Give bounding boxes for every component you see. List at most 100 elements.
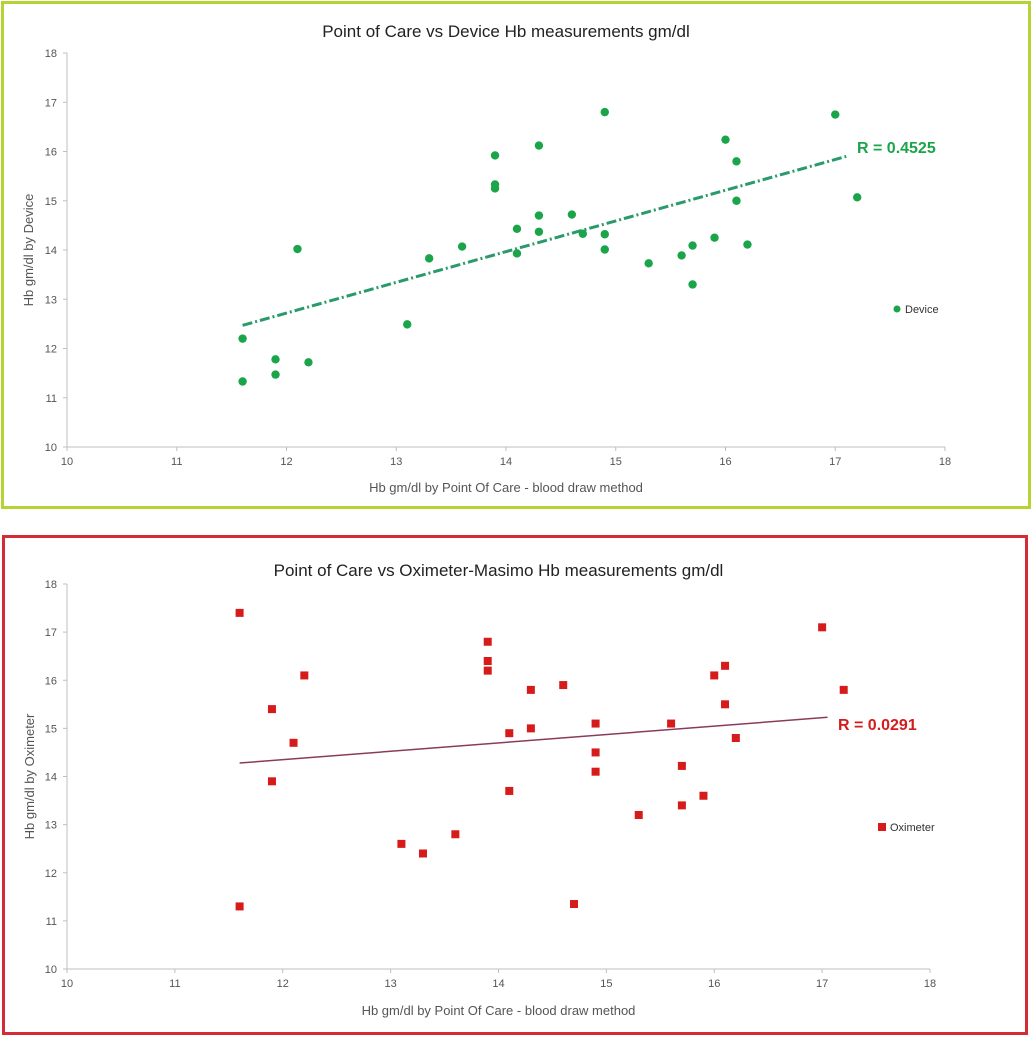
y-tick-label: 18 <box>45 579 57 591</box>
data-point <box>300 671 309 680</box>
data-point <box>591 719 600 728</box>
data-point <box>644 259 653 268</box>
y-tick-label: 14 <box>45 245 57 257</box>
data-point <box>526 685 535 694</box>
data-point <box>526 724 535 733</box>
x-tick-label: 17 <box>816 978 828 990</box>
data-point <box>731 734 740 742</box>
data-point <box>818 623 827 632</box>
data-point <box>721 135 730 144</box>
data-point <box>591 748 600 757</box>
x-tick-label: 16 <box>719 456 731 468</box>
y-tick-label: 15 <box>45 723 57 735</box>
data-point <box>831 110 840 119</box>
x-tick-label: 13 <box>390 456 402 468</box>
data-point <box>710 671 719 680</box>
y-tick-label: 14 <box>45 772 57 784</box>
data-point <box>677 761 686 770</box>
x-tick-label: 11 <box>171 456 182 468</box>
data-point <box>235 902 244 911</box>
trendline <box>242 154 847 327</box>
data-point <box>677 801 686 810</box>
oximeter-chart-panel: Point of Care vs Oximeter-Masimo Hb meas… <box>2 535 1028 1035</box>
data-point <box>267 705 276 714</box>
data-point <box>688 280 697 289</box>
data-point <box>567 210 577 219</box>
y-tick-label: 11 <box>46 393 57 405</box>
data-point <box>578 229 588 238</box>
data-point <box>853 193 862 202</box>
data-point <box>591 767 600 776</box>
data-point <box>490 151 500 160</box>
x-tick-label: 15 <box>610 456 622 468</box>
data-point <box>418 849 427 858</box>
chart-title: Point of Care vs Oximeter-Masimo Hb meas… <box>274 561 724 580</box>
x-tick-label: 11 <box>169 978 180 990</box>
y-tick-label: 11 <box>46 916 57 928</box>
data-point <box>293 244 302 254</box>
y-tick-label: 17 <box>45 627 57 639</box>
y-tick-label: 16 <box>45 147 57 159</box>
r-value-annotation: R = 0.0291 <box>838 717 917 734</box>
data-point <box>271 355 280 364</box>
x-tick-label: 14 <box>500 456 512 468</box>
data-point <box>600 230 609 239</box>
y-tick-label: 13 <box>45 294 57 306</box>
chart-title: Point of Care vs Device Hb measurements … <box>322 22 690 41</box>
data-point <box>732 196 741 205</box>
legend-label: Oximeter <box>890 822 935 834</box>
y-axis-title: Hb gm/dl by Oximeter <box>22 713 37 839</box>
oximeter-scatter-chart: Point of Care vs Oximeter-Masimo Hb meas… <box>22 561 936 1018</box>
data-point <box>289 738 298 747</box>
data-point <box>721 661 730 670</box>
data-point <box>397 839 406 848</box>
y-tick-label: 18 <box>45 48 57 60</box>
x-tick-label: 10 <box>61 978 73 990</box>
data-point <box>267 777 276 786</box>
y-tick-label: 17 <box>45 97 57 109</box>
data-point <box>699 791 708 800</box>
data-point <box>570 900 579 909</box>
data-point <box>271 370 280 379</box>
x-tick-label: 12 <box>280 456 292 468</box>
device-chart-panel: Point of Care vs Device Hb measurements … <box>1 1 1031 509</box>
y-tick-label: 15 <box>45 196 57 208</box>
data-point <box>512 224 522 234</box>
y-tick-label: 12 <box>45 868 57 880</box>
data-point <box>238 334 247 343</box>
x-tick-label: 16 <box>708 978 720 990</box>
x-tick-label: 18 <box>939 456 951 468</box>
x-tick-label: 14 <box>492 978 504 990</box>
x-axis-title: Hb gm/dl by Point Of Care - blood draw m… <box>369 480 643 495</box>
data-point <box>505 729 514 738</box>
data-point <box>600 107 609 117</box>
data-point <box>512 249 522 258</box>
x-tick-label: 17 <box>829 456 841 468</box>
data-point <box>677 251 686 260</box>
data-point <box>238 377 247 386</box>
data-point <box>304 358 313 367</box>
y-tick-label: 16 <box>45 675 57 687</box>
x-tick-label: 15 <box>600 978 612 990</box>
data-point <box>483 666 492 675</box>
data-point <box>710 233 719 242</box>
data-point <box>534 211 544 220</box>
data-point <box>490 184 500 193</box>
trendline <box>239 716 828 764</box>
r-value-annotation: R = 0.4525 <box>857 140 936 157</box>
x-tick-label: 18 <box>924 978 936 990</box>
data-point <box>534 227 544 236</box>
data-point <box>667 719 676 728</box>
device-scatter-chart: Point of Care vs Device Hb measurements … <box>21 22 951 495</box>
data-point <box>483 637 492 646</box>
data-point <box>839 685 848 694</box>
data-point <box>505 786 514 795</box>
legend-label: Device <box>905 304 939 316</box>
y-tick-label: 10 <box>45 442 57 454</box>
y-tick-label: 10 <box>45 964 57 976</box>
data-point <box>721 700 730 709</box>
y-tick-label: 13 <box>45 820 57 832</box>
data-point <box>457 242 467 251</box>
x-tick-label: 12 <box>277 978 289 990</box>
data-point <box>424 254 434 263</box>
